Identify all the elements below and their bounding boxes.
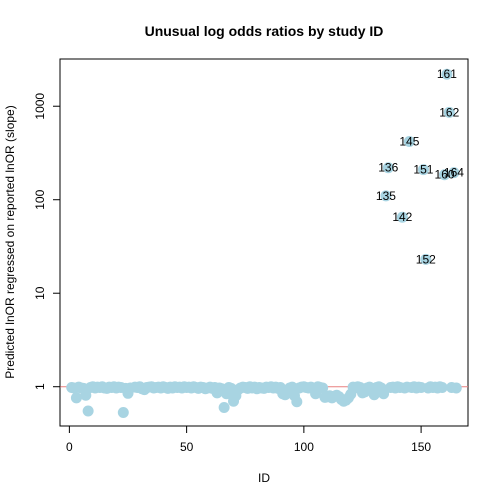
y-tick-label: 100: [33, 189, 47, 209]
y-axis-label: Predicted lnOR regressed on reported lnO…: [3, 105, 17, 378]
point-label: 160: [435, 168, 455, 182]
y-tick-label: 1: [33, 383, 47, 390]
data-point: [382, 162, 394, 174]
y-axis: 1 10 100 1000: [33, 93, 61, 390]
data-point: [380, 190, 392, 202]
point-label: 164: [444, 166, 464, 180]
data-point: [117, 406, 129, 418]
x-tick-label: 50: [180, 440, 194, 454]
x-tick-label: 100: [294, 440, 314, 454]
x-axis: 0 50 100 150: [66, 425, 431, 454]
data-point: [441, 68, 453, 80]
data-point: [70, 392, 82, 404]
point-label: 135: [376, 189, 396, 203]
x-axis-label: ID: [258, 471, 270, 485]
data-point: [439, 169, 451, 181]
data-point: [450, 382, 462, 394]
y-tick-label: 10: [33, 286, 47, 300]
x-tick-label: 150: [411, 440, 431, 454]
chart-title: Unusual log odds ratios by study ID: [145, 23, 384, 39]
data-point: [396, 211, 408, 223]
y-tick-label: 1000: [33, 93, 47, 120]
point-label: 161: [437, 67, 457, 81]
x-tick-label: 0: [66, 440, 73, 454]
point-label: 142: [392, 210, 412, 224]
data-point: [420, 253, 432, 265]
point-label: 136: [378, 161, 398, 175]
data-point: [82, 405, 94, 417]
data-point: [417, 164, 429, 176]
plot-frame: [59, 58, 469, 427]
data-point: [403, 135, 415, 147]
data-point: [317, 382, 329, 394]
data-point: [443, 106, 455, 118]
point-label: 162: [439, 105, 459, 119]
data-point: [218, 401, 230, 413]
point-label: 152: [416, 252, 436, 266]
data-point: [291, 396, 303, 408]
points-layer: [66, 68, 462, 418]
point-labels-layer: 135 136 142 145 151 152 160 161 162 164: [376, 67, 464, 266]
data-point: [436, 382, 448, 394]
point-label: 145: [399, 134, 419, 148]
data-point: [448, 167, 460, 179]
data-point: [378, 388, 390, 400]
point-label: 151: [413, 163, 433, 177]
